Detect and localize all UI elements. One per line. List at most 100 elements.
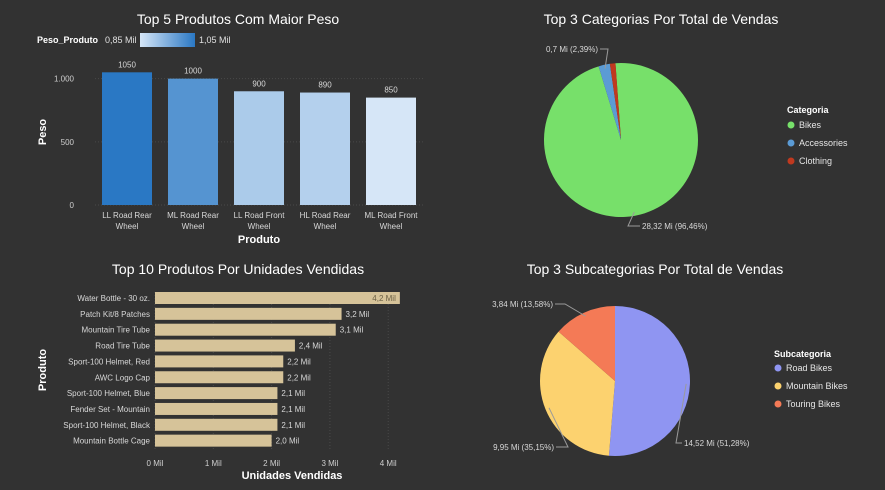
pie-data-label: 9,95 Mi (35,15%) (493, 443, 554, 452)
chart3-category-label: Patch Kit/8 Patches (80, 310, 150, 319)
pie-leader-line (675, 383, 687, 444)
pie-leader-line (548, 407, 569, 448)
subcategory-pie-slice[interactable] (540, 331, 615, 456)
chart3-x-tick-label: 1 Mil (205, 459, 222, 468)
chart3-value-label: 4,2 Mil (372, 294, 396, 303)
legend-item-label[interactable]: Mountain Bikes (786, 381, 848, 391)
subcategory-pie-chart: Top 3 Subcategorias Por Total de Vendas … (492, 261, 848, 456)
chart2-title: Top 3 Categorias Por Total de Vendas (544, 11, 779, 27)
pie-data-label: 0,7 Mi (2,39%) (546, 45, 598, 54)
chart1-category-line: ML Road Front (364, 211, 418, 220)
category-pie-chart: Top 3 Categorias Por Total de Vendas 28,… (544, 11, 848, 231)
legend-marker (787, 139, 795, 147)
legend-item-label[interactable]: Bikes (799, 120, 822, 130)
chart1-category-line: LL Road Rear (102, 211, 152, 220)
color-legend-max: 1,05 Mil (199, 35, 231, 45)
legend-item-label[interactable]: Clothing (799, 156, 832, 166)
chart4-legend-title: Subcategoria (774, 349, 832, 359)
chart3-x-tick-label: 3 Mil (321, 459, 338, 468)
color-scale-gradient (140, 33, 195, 47)
chart3-bar[interactable] (155, 355, 284, 368)
chart3-value-label: 2,2 Mil (287, 373, 311, 382)
units-sold-bar-chart: Top 10 Produtos Por Unidades Vendidas Wa… (37, 261, 400, 482)
chart3-value-label: 3,1 Mil (340, 326, 364, 335)
color-scale-legend: Peso_Produto 0,85 Mil 1,05 Mil (37, 33, 231, 47)
chart1-bar[interactable] (300, 92, 350, 205)
pie-data-label: 14,52 Mi (51,28%) (684, 439, 750, 448)
legend-item-label[interactable]: Touring Bikes (786, 399, 841, 409)
chart1-category-label: ML Road Front Wheel (364, 211, 418, 231)
category-pie-slice[interactable] (609, 63, 621, 140)
chart1-category-line: Wheel (380, 222, 403, 231)
chart1-category-line: Wheel (314, 222, 337, 231)
legend-marker (774, 364, 782, 372)
chart1-y-tick-label: 0 (70, 201, 75, 210)
chart3-bar[interactable] (155, 387, 278, 400)
chart3-bar[interactable] (155, 292, 400, 304)
legend-marker (774, 400, 782, 408)
chart1-y-tick-label: 500 (61, 138, 75, 147)
legend-item-label[interactable]: Road Bikes (786, 363, 833, 373)
chart3-bar[interactable] (155, 402, 278, 415)
chart3-bar[interactable] (155, 307, 342, 320)
chart3-x-tick-label: 0 Mil (147, 459, 164, 468)
chart3-category-label: Sport-100 Helmet, Red (68, 357, 150, 366)
chart3-category-label: AWC Logo Cap (95, 373, 151, 382)
chart3-bar[interactable] (155, 418, 278, 431)
legend-marker (787, 157, 795, 165)
chart1-category-label: ML Road Rear Wheel (167, 211, 219, 231)
chart3-title: Top 10 Produtos Por Unidades Vendidas (112, 261, 364, 277)
chart3-bar[interactable] (155, 323, 336, 336)
chart3-category-label: Road Tire Tube (95, 342, 150, 351)
chart3-category-label: Sport-100 Helmet, Blue (67, 389, 151, 398)
chart1-y-axis-title: Peso (37, 119, 49, 146)
chart3-value-label: 2,4 Mil (299, 342, 323, 351)
chart1-category-line: HL Road Rear (300, 211, 351, 220)
chart2-legend-title: Categoria (787, 105, 830, 115)
chart1-value-label: 1000 (184, 67, 202, 76)
pie-leader-line (555, 303, 586, 317)
chart1-y-tick-label: 1.000 (54, 75, 75, 84)
chart1-category-line: ML Road Rear (167, 211, 219, 220)
chart1-x-axis-title: Produto (238, 234, 280, 246)
weight-bar-chart: Top 5 Produtos Com Maior Peso Peso_Produ… (37, 11, 425, 246)
pie-leader-line (627, 211, 640, 227)
pie-data-label: 3,84 Mi (13,58%) (492, 300, 553, 309)
legend-marker (787, 121, 795, 129)
legend-item-label[interactable]: Accessories (799, 138, 848, 148)
chart1-bar[interactable] (366, 97, 416, 205)
subcategory-pie-slice[interactable] (608, 306, 690, 456)
chart3-bar[interactable] (155, 371, 284, 384)
category-pie-slice[interactable] (598, 63, 621, 140)
chart1-value-label: 890 (318, 81, 332, 90)
chart3-bar[interactable] (155, 434, 272, 447)
chart3-value-label: 2,1 Mil (281, 421, 305, 430)
chart4-title: Top 3 Subcategorias Por Total de Vendas (527, 261, 784, 277)
chart3-category-label: Mountain Tire Tube (82, 326, 151, 335)
chart1-category-label: LL Road Front Wheel (234, 211, 286, 231)
chart1-value-label: 1050 (118, 60, 136, 69)
subcategory-pie-slice[interactable] (558, 306, 615, 381)
chart3-value-label: 2,1 Mil (281, 405, 305, 414)
chart3-category-label: Water Bottle - 30 oz. (77, 294, 150, 303)
chart3-bar[interactable] (155, 339, 295, 352)
chart3-value-label: 2,2 Mil (287, 357, 311, 366)
chart1-value-label: 900 (252, 79, 266, 88)
chart3-category-label: Mountain Bottle Cage (73, 437, 150, 446)
chart1-bar[interactable] (168, 78, 218, 205)
color-legend-label: Peso_Produto (37, 35, 99, 45)
chart3-x-tick-label: 2 Mil (263, 459, 280, 468)
chart3-value-label: 3,2 Mil (346, 310, 370, 319)
chart3-value-label: 2,1 Mil (281, 389, 305, 398)
chart1-category-line: Wheel (116, 222, 139, 231)
chart1-category-label: HL Road Rear Wheel (300, 211, 351, 231)
pie-leader-line (600, 48, 609, 69)
chart1-bar[interactable] (102, 72, 152, 206)
pie-data-label: 28,32 Mi (96,46%) (642, 222, 708, 231)
chart1-bar[interactable] (234, 91, 284, 205)
chart3-value-label: 2,0 Mil (276, 437, 300, 446)
chart3-y-axis-title: Produto (37, 349, 49, 391)
chart3-x-axis-title: Unidades Vendidas (242, 470, 343, 482)
chart3-category-label: Sport-100 Helmet, Black (63, 421, 151, 430)
